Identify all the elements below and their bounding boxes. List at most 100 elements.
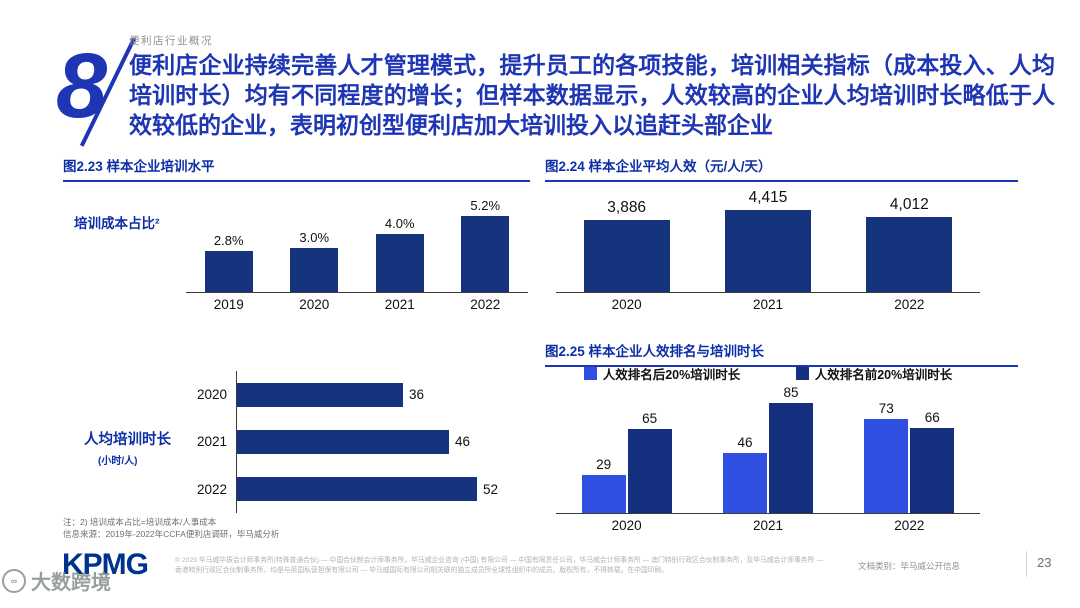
legend-label-top20: 人效排名前20%培训时长 [814,367,953,382]
watermark-text: 大数跨境 [31,572,111,594]
x-axis-label: 2020 [299,297,330,312]
bar [204,251,253,292]
bar [237,477,477,502]
bar-value-label: 4.0% [384,216,415,231]
watermark: ∞ 大数跨境 [2,566,111,595]
bar-value-label: 73 [878,401,894,416]
y-axis-label: 2022 [196,481,227,497]
legend: 人效排名后20%培训时长 人效排名前20%培训时长 [556,364,980,382]
bar [583,220,670,292]
bar-value-label: 36 [409,387,425,403]
legend-item-bottom20: 人效排名后20%培训时长 [583,364,741,383]
footnote: 注：2) 培训成本占比=培训成本/人事成本 [63,517,217,527]
bar-value-label: 46 [737,435,753,450]
bar-column: 73 [864,401,909,513]
bar-column: 85 [768,385,813,513]
headline: 便利店企业持续完善人才管理模式，提升员工的各项技能，培训相关指标（成本投入、人均… [129,52,1055,139]
bar-row: 36 [237,382,530,407]
x-axis-label: 2021 [752,518,784,533]
bar [627,429,672,513]
watermark-logo-icon: ∞ [2,568,26,593]
page-number: 23 [1037,555,1052,570]
bar-value-label: 4,415 [748,189,788,206]
legend-swatch-top20 [795,366,809,380]
x-axis-label: 2021 [384,297,415,312]
bar-column: 5.2% [443,198,529,292]
section-number: 8 [56,35,137,150]
x-axis-label: 2022 [470,297,501,312]
x-axis-label: 2020 [611,297,642,312]
training-hours-chart: 2020 2021 2022 36 46 52 [178,371,530,513]
bar-value-label: 3,886 [607,199,647,216]
bar-value-label: 46 [455,434,471,450]
bar-group: 73 66 [839,401,980,513]
y-axis-label: 2020 [196,387,227,403]
figure-2-23-title: 图2.23 样本企业培训水平 [63,155,530,182]
training-hours-unit-label: (小时/人) [98,456,138,467]
bar-row: 52 [237,477,530,502]
bar-group: 46 85 [697,385,838,513]
bar-column: 3,886 [556,199,697,292]
legend-item-top20: 人效排名前20%培训时长 [795,364,953,383]
bar-column: 3.0% [272,230,358,292]
chart-plot-area: 36 46 52 [236,371,530,513]
bar [237,382,403,407]
section-number-digit: 8 [56,35,108,137]
x-axis-label: 2020 [611,518,642,533]
chart-x-axis: 2020 2021 2022 [556,518,980,533]
y-axis-label: 2021 [196,434,227,450]
bar [722,453,767,513]
bar-row: 46 [237,429,530,454]
figure-2-24-title: 图2.24 样本企业平均人效（元/人/天） [545,155,1018,182]
bar-value-label: 3.0% [299,230,330,245]
copyright-text: © 2023 毕马威华振会计师事务所(特殊普通合伙) — 中国合伙制会计师事务所… [175,557,824,575]
chart-x-axis: 2020 2021 2022 [556,297,980,312]
figure-2-25-title: 图2.25 样本企业人效排名与培训时长 [545,340,1018,367]
bar [581,475,626,513]
bar-column: 4.0% [357,216,443,292]
document-classification: 文档类别：毕马威公开信息 [858,561,961,571]
legend-swatch-bottom20 [583,366,597,380]
chart-plot-area: 29 65 46 85 73 66 [556,385,980,514]
x-axis-label: 2019 [213,297,244,312]
x-axis-label: 2022 [894,297,925,312]
bar [461,216,510,292]
source-note: 信息来源：2019年-2022年CCFA便利店调研，毕马威分析 [63,529,280,539]
training-hours-label: 人均培训时长 [84,432,171,448]
bar-value-label: 4,012 [889,196,929,213]
chart-plot-area: 3,886 4,415 4,012 [556,184,980,293]
bar-column: 4,415 [697,189,838,292]
bar [910,428,955,513]
bar [290,248,339,292]
bar [866,217,953,292]
training-cost-ratio-label: 培训成本占比² [74,216,160,231]
bar-group: 29 65 [556,411,697,513]
bar-column: 66 [910,410,955,513]
footer-divider [1026,551,1027,577]
training-cost-ratio-chart: 2.8% 3.0% 4.0% 5.2% 2019 2020 2021 2022 [186,194,528,312]
chart-x-axis: 2019 2020 2021 2022 [186,297,528,312]
bar-column: 2.8% [186,233,272,292]
eyebrow-label: 便利店行业概况 [129,35,213,47]
bar [864,419,909,513]
bar [768,403,813,513]
x-axis-label: 2021 [752,297,784,312]
bar-value-label: 29 [596,457,612,472]
chart-plot-area: 2.8% 3.0% 4.0% 5.2% [186,194,528,293]
bar-value-label: 52 [483,481,499,497]
bar [375,234,424,292]
kpmg-logo: KPMG [62,548,149,581]
chart-y-axis: 2020 2021 2022 [178,371,236,513]
bar-column: 65 [627,411,672,513]
bar [237,429,449,454]
bar-value-label: 66 [924,410,940,425]
bar-column: 46 [722,435,767,513]
bar [724,210,811,292]
legend-label-bottom20: 人效排名后20%培训时长 [602,367,741,382]
rank-vs-training-chart: 人效排名后20%培训时长 人效排名前20%培训时长 29 65 46 85 73 66 2… [556,364,980,533]
average-productivity-chart: 3,886 4,415 4,012 2020 2021 2022 [556,184,980,312]
bar-column: 4,012 [839,196,980,292]
bar-value-label: 2.8% [213,233,244,248]
bar-value-label: 65 [642,411,658,426]
